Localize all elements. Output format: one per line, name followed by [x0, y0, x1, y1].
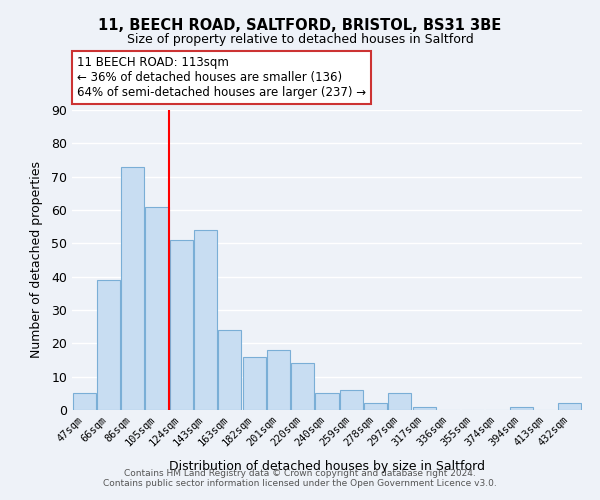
Bar [121, 166, 144, 410]
Bar [170, 240, 193, 410]
Text: 11 BEECH ROAD: 113sqm
← 36% of detached houses are smaller (136)
64% of semi-det: 11 BEECH ROAD: 113sqm ← 36% of detached … [77, 56, 366, 99]
Bar [316, 394, 338, 410]
Bar [145, 206, 169, 410]
Text: Size of property relative to detached houses in Saltford: Size of property relative to detached ho… [127, 32, 473, 46]
Bar [559, 404, 581, 410]
Bar [510, 406, 533, 410]
Y-axis label: Number of detached properties: Number of detached properties [30, 162, 43, 358]
Bar [413, 406, 436, 410]
Text: Contains HM Land Registry data © Crown copyright and database right 2024.: Contains HM Land Registry data © Crown c… [124, 468, 476, 477]
Bar [73, 394, 95, 410]
Bar [194, 230, 217, 410]
Bar [364, 404, 387, 410]
Bar [242, 356, 266, 410]
Text: Contains public sector information licensed under the Open Government Licence v3: Contains public sector information licen… [103, 478, 497, 488]
Text: 11, BEECH ROAD, SALTFORD, BRISTOL, BS31 3BE: 11, BEECH ROAD, SALTFORD, BRISTOL, BS31 … [98, 18, 502, 32]
Bar [388, 394, 412, 410]
Bar [97, 280, 120, 410]
X-axis label: Distribution of detached houses by size in Saltford: Distribution of detached houses by size … [169, 460, 485, 472]
Bar [291, 364, 314, 410]
Bar [267, 350, 290, 410]
Bar [218, 330, 241, 410]
Bar [340, 390, 363, 410]
